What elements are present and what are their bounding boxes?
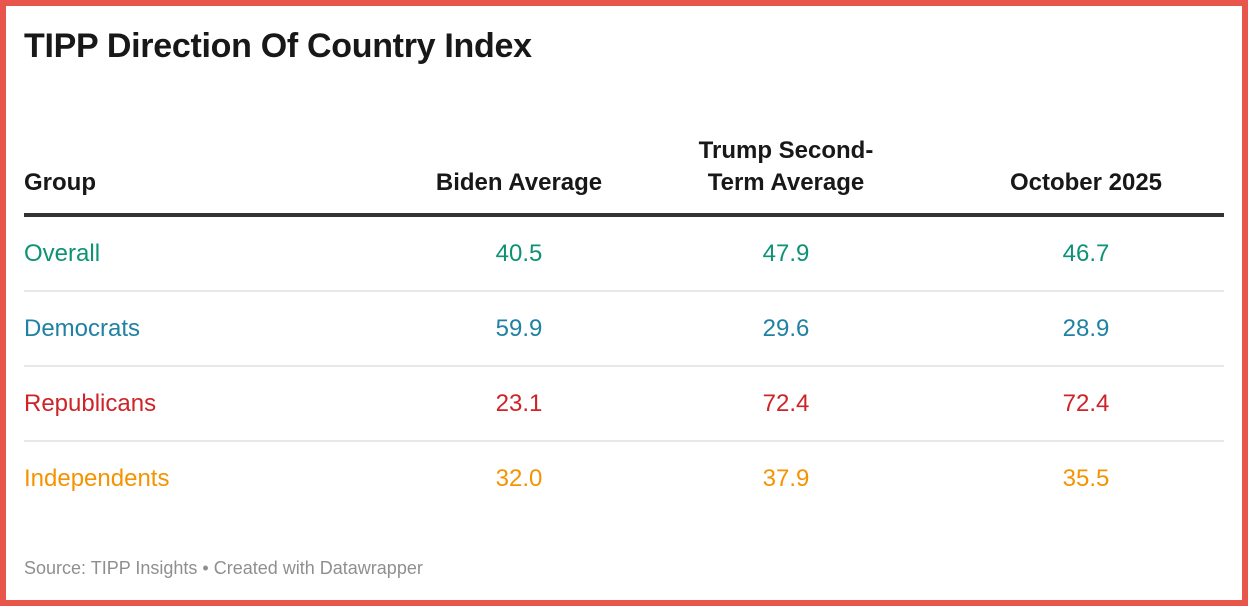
value-cell-democrats-biden: 59.9 xyxy=(495,314,543,342)
value-cell-independents-biden: 32.0 xyxy=(495,464,543,492)
value-cell-democrats-october: 28.9 xyxy=(1062,314,1110,342)
value-cell-democrats-trump: 29.6 xyxy=(762,314,810,342)
source-note: Source: TIPP Insights • Created with Dat… xyxy=(24,558,423,578)
row-label-independents: Independents xyxy=(24,464,170,492)
column-header-group: Group xyxy=(24,135,414,215)
table-row: Republicans 23.1 72.4 72.4 xyxy=(24,366,1224,441)
row-label-democrats: Democrats xyxy=(24,314,141,342)
page-title: TIPP Direction Of Country Index xyxy=(24,27,532,65)
value-cell-independents-trump: 37.9 xyxy=(762,464,810,492)
value-cell-republicans-trump: 72.4 xyxy=(762,389,810,417)
column-header-trump-second-term-average-label: Trump Second-Term Average xyxy=(698,137,874,196)
column-header-october-2025-label: October 2025 xyxy=(1009,169,1163,196)
value-cell-republicans-biden: 23.1 xyxy=(495,389,543,417)
value-cell-overall-october: 46.7 xyxy=(1062,239,1110,267)
value-cell-overall-trump: 47.9 xyxy=(762,239,810,267)
table-row: Overall 40.5 47.9 46.7 xyxy=(24,215,1224,291)
data-table: Group Biden Average Trump Second-Term Av… xyxy=(24,135,1224,515)
table-header-row: Group Biden Average Trump Second-Term Av… xyxy=(24,135,1224,215)
table-row: Democrats 59.9 29.6 28.9 xyxy=(24,291,1224,366)
column-header-biden-average: Biden Average xyxy=(414,135,624,215)
value-cell-independents-october: 35.5 xyxy=(1062,464,1110,492)
value-cell-overall-biden: 40.5 xyxy=(495,239,543,267)
column-header-biden-average-label: Biden Average xyxy=(435,169,603,196)
column-header-october-2025: October 2025 xyxy=(948,135,1224,215)
column-header-group-label: Group xyxy=(24,169,96,196)
column-header-trump-second-term-average: Trump Second-Term Average xyxy=(624,135,948,215)
value-cell-republicans-october: 72.4 xyxy=(1062,389,1110,417)
row-label-republicans: Republicans xyxy=(24,389,157,417)
table-row: Independents 32.0 37.9 35.5 xyxy=(24,441,1224,515)
row-label-overall: Overall xyxy=(24,239,101,267)
